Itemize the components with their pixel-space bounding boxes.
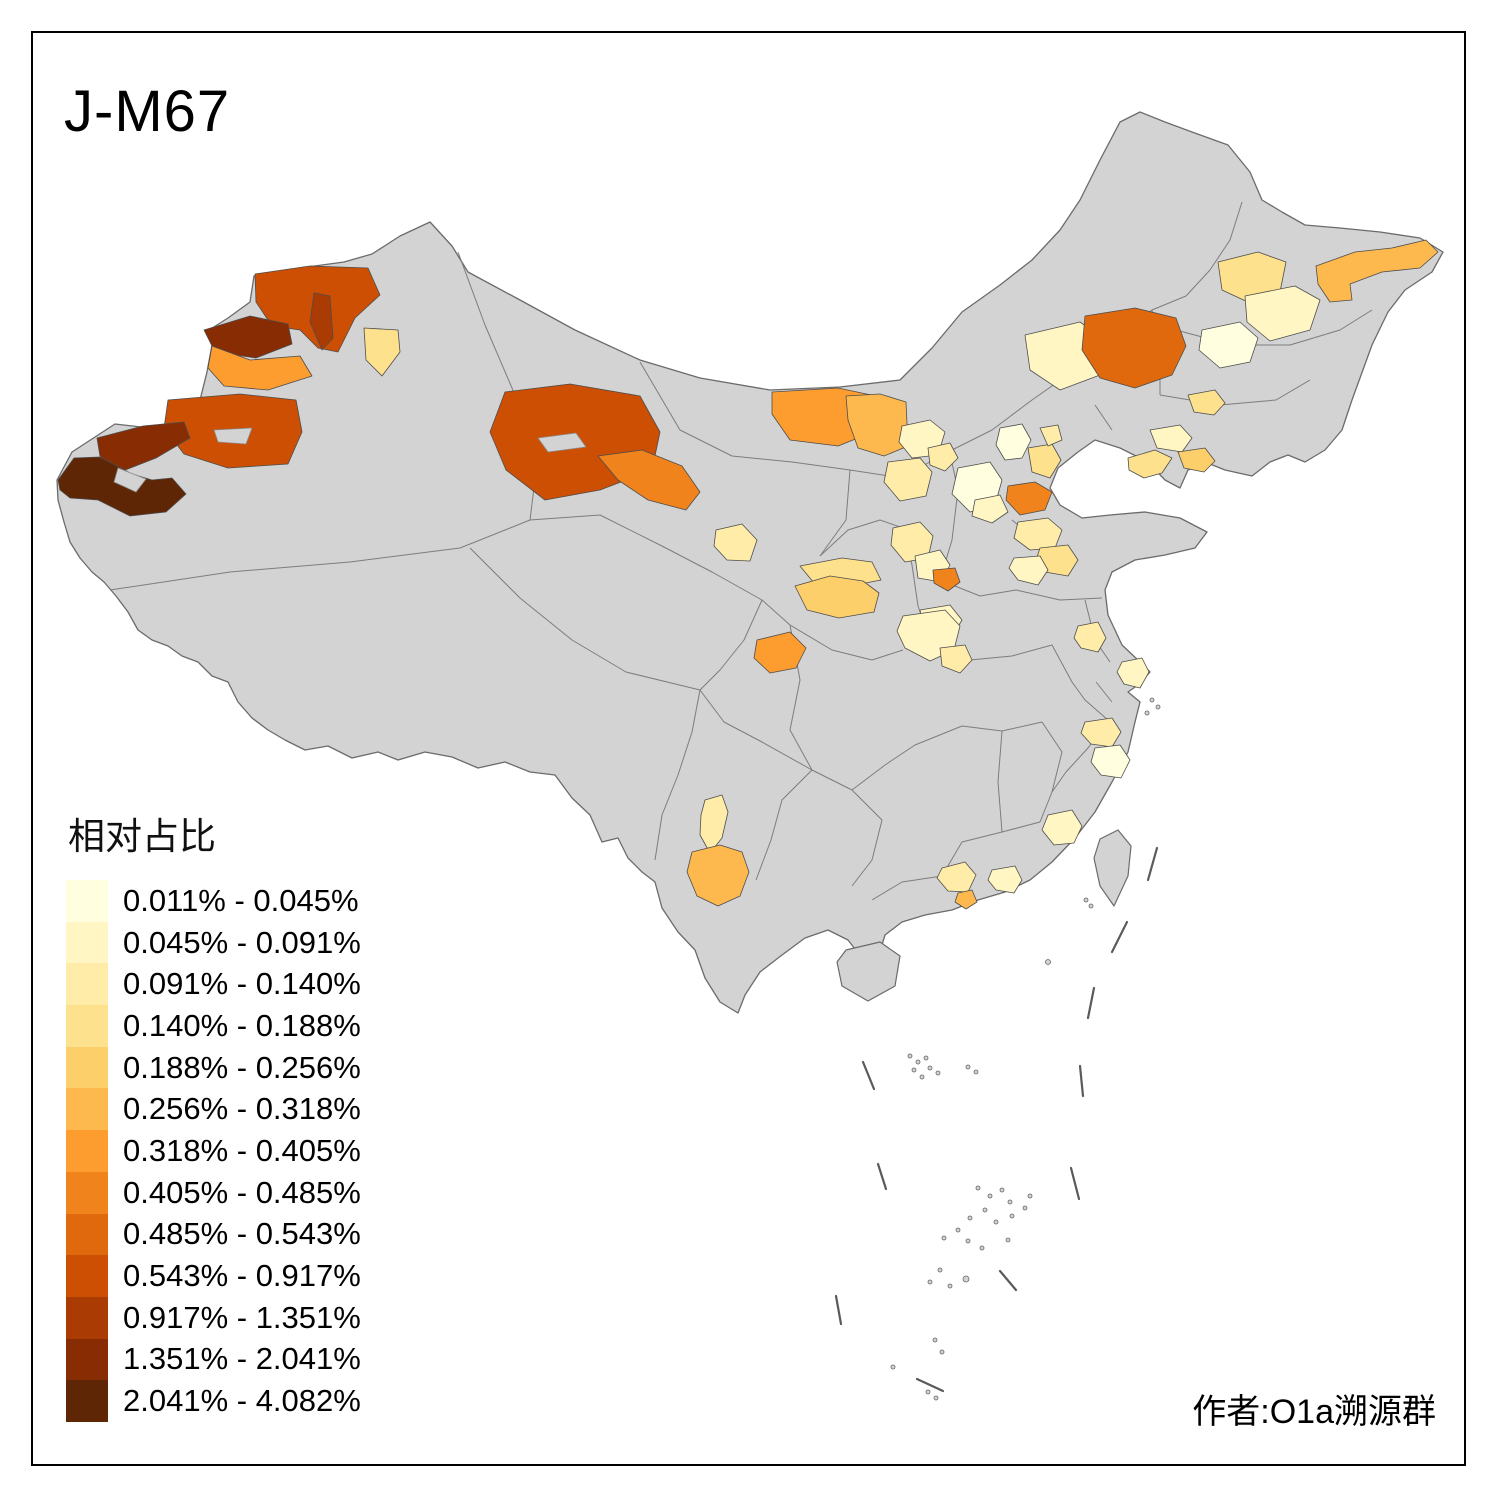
- taiwan-island: [1093, 829, 1132, 907]
- legend-label-4: 0.140% - 0.188%: [123, 1007, 361, 1043]
- legend-label-8: 0.405% - 0.485%: [123, 1174, 361, 1210]
- legend-swatch-2: [66, 921, 108, 964]
- region-sanming: [1041, 809, 1083, 846]
- south-china-sea-islets: [890, 697, 1161, 1401]
- legend-label-10: 0.543% - 0.917%: [123, 1258, 361, 1294]
- region-hefei-nanjing: [1073, 621, 1107, 653]
- region-ulanqab: [927, 442, 959, 472]
- region-chengde-south: [1039, 424, 1063, 447]
- legend-label-6: 0.256% - 0.318%: [123, 1091, 361, 1127]
- region-alxa-east: [845, 393, 909, 457]
- region-dongguan: [954, 889, 978, 910]
- legend-swatch-7: [66, 1130, 108, 1172]
- region-pingdingshan: [939, 644, 973, 674]
- region-harbin: [1244, 285, 1321, 342]
- region-sanjiang-amur-band: [1315, 239, 1439, 303]
- legend-row-9: 0.485% - 0.543%: [66, 1213, 361, 1256]
- legend-label-1: 0.011% - 0.045%: [123, 882, 359, 918]
- legend-swatch-9: [66, 1213, 108, 1256]
- region-yulin-ordos: [883, 457, 933, 502]
- legend-label-9: 0.485% - 0.543%: [123, 1216, 361, 1252]
- legend-swatch-10: [66, 1255, 108, 1297]
- legend-title: 相对占比: [68, 816, 216, 857]
- choropleth-regions: [57, 239, 1439, 910]
- legend-label-3: 0.091% - 0.140%: [123, 966, 361, 1002]
- legend-swatch-13: [66, 1380, 108, 1422]
- islands: [836, 829, 1132, 1002]
- legend-swatch-11: [66, 1296, 108, 1339]
- region-guangzhou: [987, 865, 1023, 894]
- legend-swatch-6: [66, 1088, 108, 1131]
- legend-rows: 0.011% - 0.045% 0.045% - 0.091% 0.091% - 0…: [66, 880, 361, 1422]
- region-karamay-strip: [309, 292, 334, 351]
- legend-row-10: 0.543% - 0.917%: [66, 1255, 361, 1297]
- region-luoyang: [932, 567, 961, 592]
- region-dalian: [1127, 449, 1173, 479]
- attribution: 作者:O1a溯源群: [1192, 1393, 1436, 1431]
- region-jining: [1008, 555, 1049, 586]
- region-aksu-lake: [213, 427, 253, 445]
- legend-label-7: 0.318% - 0.405%: [123, 1132, 361, 1168]
- region-lanzhou-band-orange: [794, 575, 880, 619]
- region-dandong-yingkou: [1177, 447, 1216, 473]
- region-kashgar-lake: [113, 467, 147, 493]
- legend-swatch-3: [66, 963, 108, 1006]
- legend-swatch-12: [66, 1338, 108, 1381]
- legend-row-4: 0.140% - 0.188%: [66, 1005, 361, 1047]
- legend-row-1: 0.011% - 0.045%: [66, 880, 361, 922]
- legend-label-12: 1.351% - 2.041%: [123, 1341, 361, 1377]
- legend-swatch-4: [66, 1005, 108, 1047]
- region-changji: [363, 327, 401, 377]
- region-tongliao: [1081, 307, 1187, 389]
- hainan-island: [836, 941, 901, 1002]
- legend-row-6: 0.256% - 0.318%: [66, 1088, 361, 1131]
- region-kunming: [686, 844, 750, 907]
- legend-label-5: 0.188% - 0.256%: [123, 1049, 361, 1085]
- legend-row-3: 0.091% - 0.140%: [66, 963, 361, 1006]
- region-shanghai: [1116, 657, 1150, 689]
- legend-label-11: 0.917% - 1.351%: [123, 1299, 361, 1335]
- region-beijing: [995, 423, 1032, 461]
- legend-row-8: 0.405% - 0.485%: [66, 1171, 361, 1214]
- region-lijiang: [699, 794, 729, 854]
- legend-row-12: 1.351% - 2.041%: [66, 1338, 361, 1381]
- region-changchun: [1198, 321, 1259, 369]
- legend-label-13: 2.041% - 4.082%: [123, 1383, 361, 1419]
- nine-dash-line: [834, 846, 1159, 1393]
- map-title: J-M67: [64, 79, 231, 144]
- region-shijiazhuang: [971, 494, 1009, 524]
- region-shenyang: [1149, 424, 1193, 453]
- region-jiuquan-lake: [537, 432, 587, 453]
- legend-row-5: 0.188% - 0.256%: [66, 1046, 361, 1089]
- region-ili-valley: [207, 345, 313, 391]
- region-tianjin: [1005, 481, 1053, 516]
- legend-row-11: 0.917% - 1.351%: [66, 1296, 361, 1339]
- legend-row-7: 0.318% - 0.405%: [66, 1130, 361, 1172]
- legend-swatch-8: [66, 1171, 108, 1214]
- legend: 相对占比 0.011% - 0.045% 0.045% - 0.091% 0.091…: [66, 806, 361, 1422]
- legend-label-2: 0.045% - 0.091%: [123, 924, 361, 960]
- region-wenzhou: [1090, 744, 1131, 779]
- region-zhangye: [597, 449, 701, 511]
- legend-row-13: 2.041% - 4.082%: [66, 1380, 361, 1422]
- region-gannan: [753, 631, 807, 674]
- legend-swatch-1: [66, 880, 108, 922]
- region-kashgar: [57, 456, 187, 517]
- legend-row-2: 0.045% - 0.091%: [66, 921, 361, 964]
- region-xining: [713, 523, 758, 562]
- region-liaoyuan: [1187, 389, 1226, 416]
- legend-swatch-5: [66, 1046, 108, 1089]
